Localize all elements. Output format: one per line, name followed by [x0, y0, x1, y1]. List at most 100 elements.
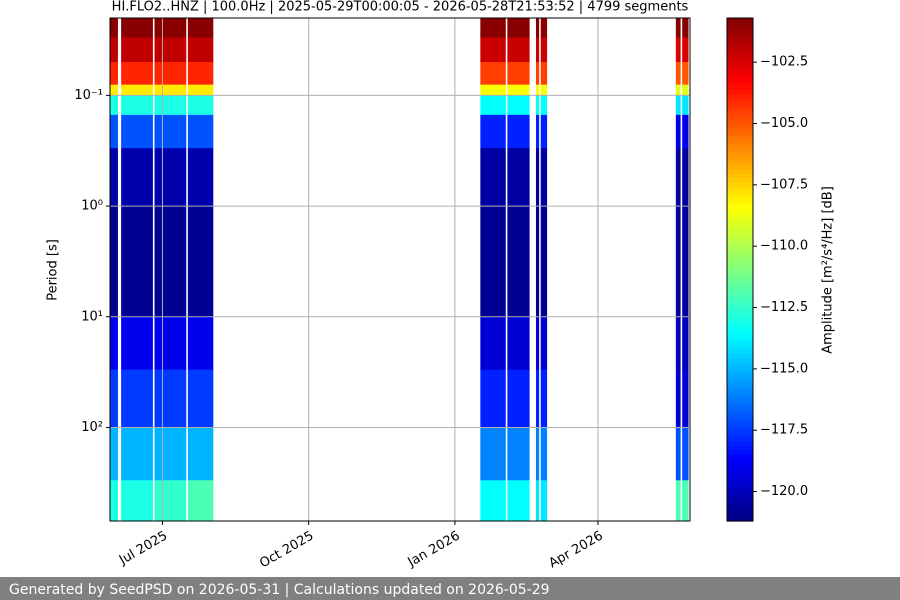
- colorbar-step: [727, 441, 753, 447]
- spectrogram-cell: [121, 148, 153, 207]
- colorbar-step: [727, 290, 753, 296]
- spectrogram-cell: [507, 480, 530, 522]
- colorbar-step: [727, 399, 753, 405]
- footer-bar: [0, 577, 900, 600]
- spectrogram-cell: [540, 37, 548, 63]
- colorbar-step: [727, 407, 753, 413]
- spectrogram-cell: [507, 114, 530, 149]
- colorbar-step: [727, 131, 753, 136]
- colorbar-step: [727, 424, 753, 430]
- colorbar-step: [727, 453, 753, 459]
- spectrogram-cell: [540, 95, 548, 116]
- spectrogram-cell: [675, 148, 681, 207]
- colorbar-step: [727, 198, 753, 204]
- y-tick-label: 10⁻¹: [74, 88, 103, 103]
- spectrogram-cell: [535, 316, 540, 371]
- x-tick-label: Jan 2026: [405, 529, 463, 571]
- colorbar-step: [727, 303, 753, 308]
- spectrogram-cell: [121, 316, 153, 371]
- colorbar-step: [727, 244, 753, 250]
- spectrogram-cell: [154, 114, 187, 149]
- spectrogram-cell: [507, 427, 530, 481]
- colorbar-step: [727, 395, 753, 401]
- colorbar-step: [727, 428, 753, 434]
- colorbar-step: [727, 365, 753, 371]
- spectrogram-cell: [109, 206, 118, 318]
- spectrogram-cell: [121, 480, 153, 522]
- spectrogram-cell: [154, 18, 187, 38]
- colorbar-step: [727, 282, 753, 287]
- colorbar-step: [727, 370, 753, 375]
- spectrogram-cell: [540, 84, 548, 96]
- colorbar-step: [727, 210, 753, 216]
- colorbar-step: [727, 85, 753, 90]
- colorbar-step: [727, 504, 753, 510]
- spectrogram-cell: [675, 18, 681, 38]
- colorbar-step: [727, 181, 753, 187]
- colorbar-step: [727, 26, 753, 32]
- colorbar-tick-label: −105.0: [760, 116, 808, 131]
- colorbar-step: [727, 106, 753, 111]
- spectrogram-cell: [675, 114, 681, 149]
- colorbar-step: [727, 298, 753, 304]
- spectrogram-cell: [682, 95, 689, 116]
- colorbar-step: [727, 168, 753, 174]
- colorbar-step: [727, 500, 753, 505]
- spectrogram-cell: [507, 206, 530, 318]
- colorbar-step: [727, 462, 753, 468]
- y-tick-label: 10²: [81, 420, 103, 435]
- colorbar-step: [727, 235, 753, 241]
- spectrogram-cell: [480, 84, 506, 96]
- footer-text: Generated by SeedPSD on 2026-05-31 | Cal…: [9, 582, 550, 598]
- spectrogram-cell: [675, 95, 681, 116]
- spectrogram-cell: [535, 95, 540, 116]
- spectrogram-cell: [535, 480, 540, 522]
- spectrogram-cell: [540, 62, 548, 86]
- y-tick-label: 10¹: [81, 309, 103, 324]
- spectrogram-cell: [675, 62, 681, 86]
- spectrogram-cell: [480, 369, 506, 428]
- colorbar-step: [727, 437, 753, 442]
- colorbar-step: [727, 495, 753, 501]
- colorbar-tick-label: −120.0: [760, 484, 808, 499]
- spectrogram-cell: [109, 316, 118, 371]
- colorbar-step: [727, 206, 753, 212]
- colorbar-step: [727, 294, 753, 300]
- spectrogram-cell: [109, 480, 118, 522]
- colorbar-label: Amplitude [m²/s⁴/Hz] [dB]: [821, 186, 836, 354]
- colorbar-step: [727, 256, 753, 262]
- colorbar-step: [727, 445, 753, 451]
- spectrogram-cell: [121, 62, 153, 86]
- x-tick-label: Oct 2025: [257, 529, 316, 572]
- colorbar-step: [727, 22, 753, 27]
- spectrogram-cell: [109, 18, 118, 38]
- colorbar-step: [727, 72, 753, 78]
- colorbar-frame: [726, 17, 754, 522]
- colorbar-step: [727, 126, 753, 132]
- spectrogram-cell: [675, 316, 681, 371]
- spectrogram-cell: [540, 114, 548, 149]
- spectrogram-cell: [480, 114, 506, 149]
- colorbar-step: [727, 47, 753, 53]
- colorbar-step: [727, 177, 753, 183]
- colorbar-step: [727, 458, 753, 463]
- colorbar-step: [727, 315, 753, 321]
- spectrogram-cell: [121, 37, 153, 63]
- spectrogram-cell: [682, 18, 689, 38]
- colorbar-step: [727, 340, 753, 346]
- spectrogram-cell: [480, 316, 506, 371]
- colorbar-step: [727, 173, 753, 178]
- colorbar-step: [727, 34, 753, 40]
- spectrogram-cell: [535, 84, 540, 96]
- colorbar-step: [727, 189, 753, 195]
- colorbar-step: [727, 336, 753, 342]
- spectrogram-cell: [675, 480, 681, 522]
- spectrogram-cell: [109, 95, 118, 116]
- spectrogram-cell: [540, 148, 548, 207]
- colorbar-step: [727, 357, 753, 363]
- spectrogram-cell: [187, 316, 214, 371]
- colorbar-step: [727, 361, 753, 367]
- colorbar-step: [727, 51, 753, 57]
- colorbar-step: [727, 110, 753, 116]
- colorbar-step: [727, 122, 753, 128]
